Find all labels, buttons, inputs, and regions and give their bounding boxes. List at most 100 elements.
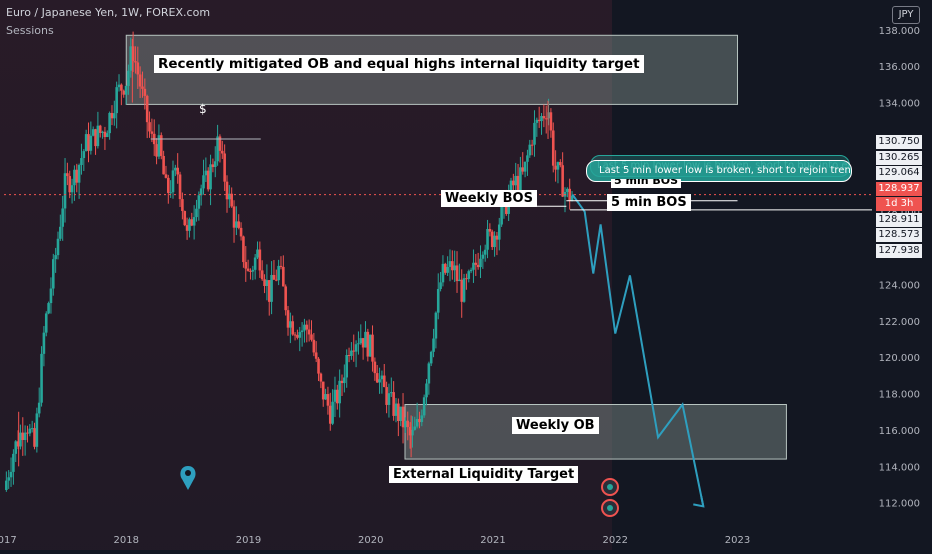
candle-body xyxy=(540,116,543,122)
candle-body xyxy=(408,426,412,436)
candle-body xyxy=(159,135,163,156)
price-label[interactable]: 130.265 xyxy=(876,150,922,165)
price-label[interactable]: 129.064 xyxy=(876,166,922,180)
candle-body xyxy=(251,269,255,272)
candle-body xyxy=(385,387,388,405)
candle-body xyxy=(289,321,292,328)
candle-body xyxy=(134,61,137,63)
candle-body xyxy=(98,125,102,133)
candle-body xyxy=(115,87,118,114)
candle-body xyxy=(556,162,560,170)
alert-icon[interactable] xyxy=(601,478,619,496)
candle-body xyxy=(178,174,182,200)
candle-body xyxy=(66,173,69,177)
dollar-marker: $ xyxy=(199,102,207,116)
candle-body xyxy=(143,88,147,96)
candle-body xyxy=(188,219,191,231)
candle-body xyxy=(488,228,492,232)
candle-body xyxy=(213,161,217,168)
candle-body xyxy=(368,334,372,357)
price-label-current[interactable]: 1d 3h xyxy=(876,197,922,211)
candle-body xyxy=(286,310,290,328)
candle-body xyxy=(155,144,158,157)
candle-body xyxy=(91,129,95,136)
y-tick-label: 116.000 xyxy=(879,426,920,437)
candle-body xyxy=(279,265,283,267)
candle-body xyxy=(162,155,165,175)
alert-icon[interactable] xyxy=(601,499,619,517)
projection-arrowhead xyxy=(693,496,705,508)
candle-body xyxy=(242,236,245,263)
candle-body xyxy=(265,280,269,287)
candle-body xyxy=(253,257,257,270)
candle-body xyxy=(566,188,569,193)
candle-body xyxy=(497,224,501,240)
candle-body xyxy=(61,208,64,227)
candle-body xyxy=(246,268,250,271)
candle-body xyxy=(270,274,273,302)
candle-body xyxy=(436,288,440,313)
y-tick-label: 118.000 xyxy=(879,390,920,401)
external-liquidity-label: External Liquidity Target xyxy=(389,466,579,483)
candle-body xyxy=(185,225,189,231)
candle-body xyxy=(216,136,219,162)
candle-body xyxy=(28,428,32,434)
candle-body xyxy=(509,180,513,196)
candle-body xyxy=(169,192,172,194)
candle-body xyxy=(443,263,447,273)
candle-body xyxy=(310,334,313,340)
candle-body xyxy=(291,321,295,335)
candle-body xyxy=(14,441,18,454)
candle-body xyxy=(44,313,48,333)
candle-body xyxy=(340,380,344,384)
candle-body xyxy=(230,193,233,207)
candle-body xyxy=(167,177,170,193)
candle-body xyxy=(451,261,454,271)
candle-body xyxy=(328,405,332,424)
session-indicator-label[interactable]: Sessions xyxy=(6,24,54,37)
location-pin-icon[interactable] xyxy=(180,466,196,490)
price-label[interactable]: 130.750 xyxy=(876,135,922,149)
candle-body xyxy=(472,262,475,270)
candle-body xyxy=(293,334,297,336)
candle-body xyxy=(220,150,224,154)
candle-body xyxy=(110,112,114,119)
price-label-current[interactable]: 128.937 xyxy=(876,181,922,196)
candle-body xyxy=(375,373,379,383)
currency-badge[interactable]: JPY xyxy=(892,6,920,24)
candle-body xyxy=(232,206,236,228)
candle-body xyxy=(225,181,229,200)
candle-body xyxy=(476,264,480,268)
candle-body xyxy=(298,332,302,338)
candle-body xyxy=(174,167,177,171)
candle-body xyxy=(413,426,417,430)
candle-body xyxy=(401,406,405,428)
candle-body xyxy=(347,354,351,356)
projection-path[interactable] xyxy=(571,194,705,507)
candle-body xyxy=(73,169,76,186)
weekly-bos-label: Weekly BOS xyxy=(441,190,537,207)
candle-body xyxy=(432,338,435,352)
candle-body xyxy=(282,266,285,287)
price-label[interactable]: 128.911 xyxy=(876,212,922,227)
candle-body xyxy=(183,211,187,226)
candle-body xyxy=(516,175,520,191)
candle-body xyxy=(535,119,539,123)
candle-body xyxy=(82,151,86,159)
candle-body xyxy=(523,161,527,172)
candle-body xyxy=(211,164,215,168)
candle-body xyxy=(202,175,205,189)
candle-body xyxy=(244,262,248,269)
candle-body xyxy=(260,270,264,280)
price-label[interactable]: 128.573 xyxy=(876,228,922,242)
candle-body xyxy=(26,432,29,434)
overlap-fragment-label: 5 min BOS xyxy=(611,179,682,188)
candle-body xyxy=(537,119,541,122)
candle-body xyxy=(333,389,337,402)
candle-body xyxy=(321,381,325,400)
candle-body xyxy=(272,274,276,280)
candle-body xyxy=(542,116,546,119)
price-label[interactable]: 127.938 xyxy=(876,243,922,258)
